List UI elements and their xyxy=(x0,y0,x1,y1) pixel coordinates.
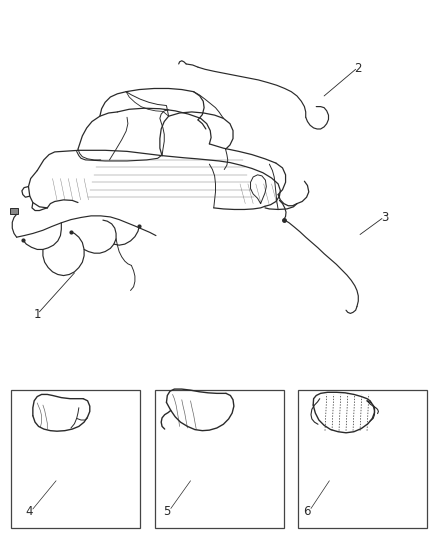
Text: 3: 3 xyxy=(381,211,388,224)
Text: 4: 4 xyxy=(25,505,33,518)
Text: 5: 5 xyxy=(163,505,170,518)
Text: 2: 2 xyxy=(354,62,362,75)
Bar xyxy=(298,390,427,528)
Text: 6: 6 xyxy=(303,505,311,518)
Bar xyxy=(155,390,284,528)
Bar xyxy=(10,208,18,214)
Bar xyxy=(11,390,140,528)
Text: 1: 1 xyxy=(33,308,41,321)
